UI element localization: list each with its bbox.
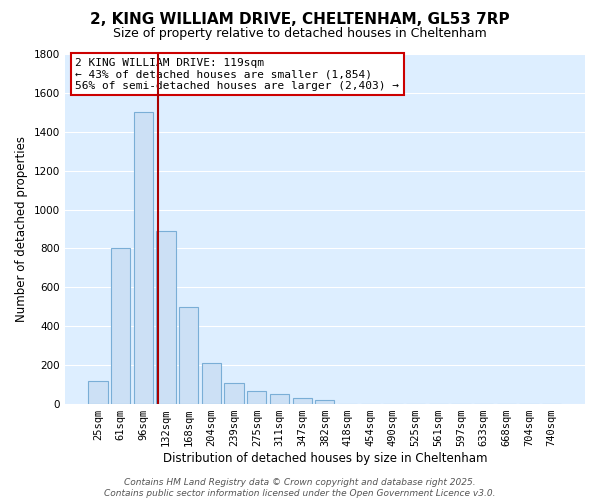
Bar xyxy=(224,382,244,404)
Bar xyxy=(202,363,221,404)
Bar xyxy=(270,394,289,404)
Text: Contains HM Land Registry data © Crown copyright and database right 2025.
Contai: Contains HM Land Registry data © Crown c… xyxy=(104,478,496,498)
Bar xyxy=(179,307,199,404)
Y-axis label: Number of detached properties: Number of detached properties xyxy=(15,136,28,322)
Bar xyxy=(88,380,107,404)
Bar xyxy=(134,112,153,404)
Bar xyxy=(293,398,312,404)
Text: 2, KING WILLIAM DRIVE, CHELTENHAM, GL53 7RP: 2, KING WILLIAM DRIVE, CHELTENHAM, GL53 … xyxy=(90,12,510,28)
Bar xyxy=(247,392,266,404)
X-axis label: Distribution of detached houses by size in Cheltenham: Distribution of detached houses by size … xyxy=(163,452,487,465)
Text: 2 KING WILLIAM DRIVE: 119sqm
← 43% of detached houses are smaller (1,854)
56% of: 2 KING WILLIAM DRIVE: 119sqm ← 43% of de… xyxy=(75,58,399,90)
Bar xyxy=(315,400,334,404)
Bar xyxy=(111,248,130,404)
Text: Size of property relative to detached houses in Cheltenham: Size of property relative to detached ho… xyxy=(113,28,487,40)
Bar xyxy=(157,231,176,404)
